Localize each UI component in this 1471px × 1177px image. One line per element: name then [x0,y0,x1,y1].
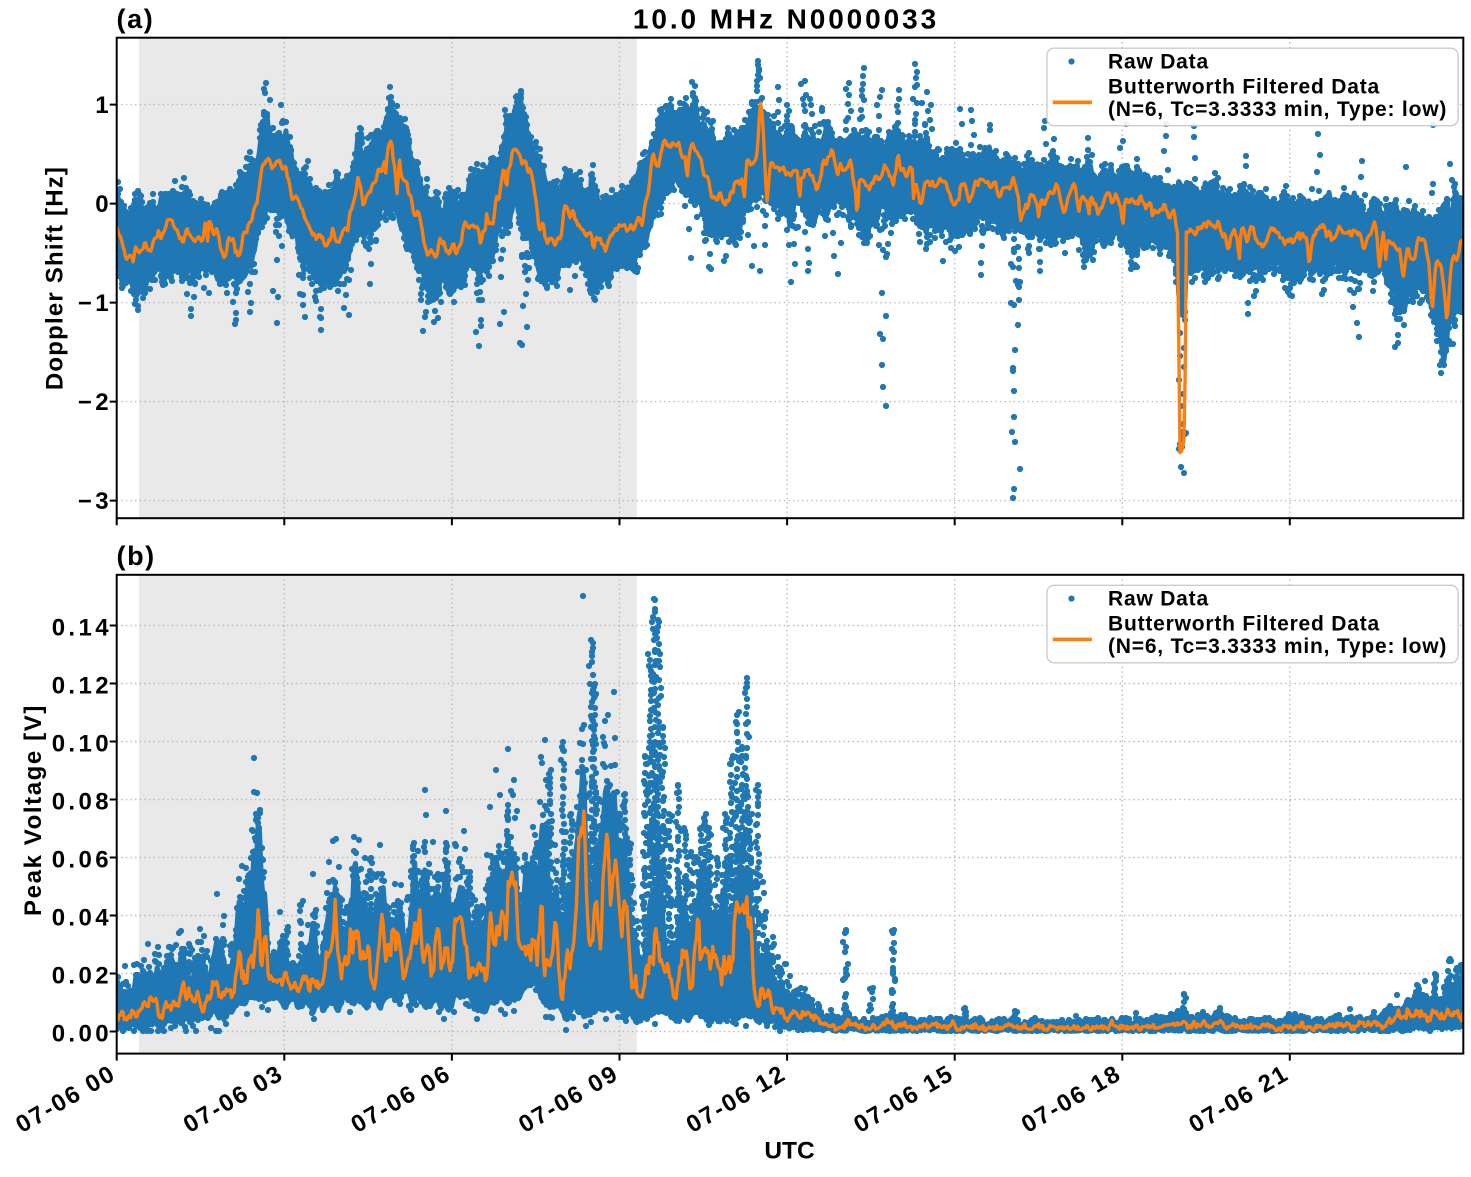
svg-text:0.00: 0.00 [52,1021,112,1048]
svg-text:0.12: 0.12 [52,673,112,700]
svg-text:Raw Data: Raw Data [1108,588,1209,611]
svg-text:0.02: 0.02 [52,963,112,990]
svg-text:−3: −3 [78,488,112,515]
svg-text:1: 1 [95,92,112,119]
svg-text:−2: −2 [78,389,112,416]
svg-text:(N=6, Tc=3.3333 min, Type: low: (N=6, Tc=3.3333 min, Type: low) [1108,635,1447,658]
svg-text:(b): (b) [117,541,156,571]
svg-text:0.14: 0.14 [52,615,112,642]
svg-text:(N=6, Tc=3.3333 min, Type: low: (N=6, Tc=3.3333 min, Type: low) [1108,98,1447,121]
svg-text:0: 0 [95,191,112,218]
svg-text:0.04: 0.04 [52,905,112,932]
svg-text:Peak Voltage [V]: Peak Voltage [V] [20,704,47,916]
svg-text:Doppler Shift [Hz]: Doppler Shift [Hz] [42,166,69,390]
svg-text:−1: −1 [78,290,112,317]
svg-text:UTC: UTC [764,1138,815,1165]
svg-text:Butterworth Filtered Data: Butterworth Filtered Data [1108,613,1380,636]
svg-text:10.0 MHz N0000033: 10.0 MHz N0000033 [633,4,939,35]
svg-text:(a): (a) [117,4,155,34]
svg-text:Raw Data: Raw Data [1108,51,1209,74]
svg-text:0.08: 0.08 [52,789,112,816]
svg-text:0.10: 0.10 [52,731,112,758]
svg-text:Butterworth Filtered Data: Butterworth Filtered Data [1108,76,1380,99]
svg-text:0.06: 0.06 [52,847,112,874]
